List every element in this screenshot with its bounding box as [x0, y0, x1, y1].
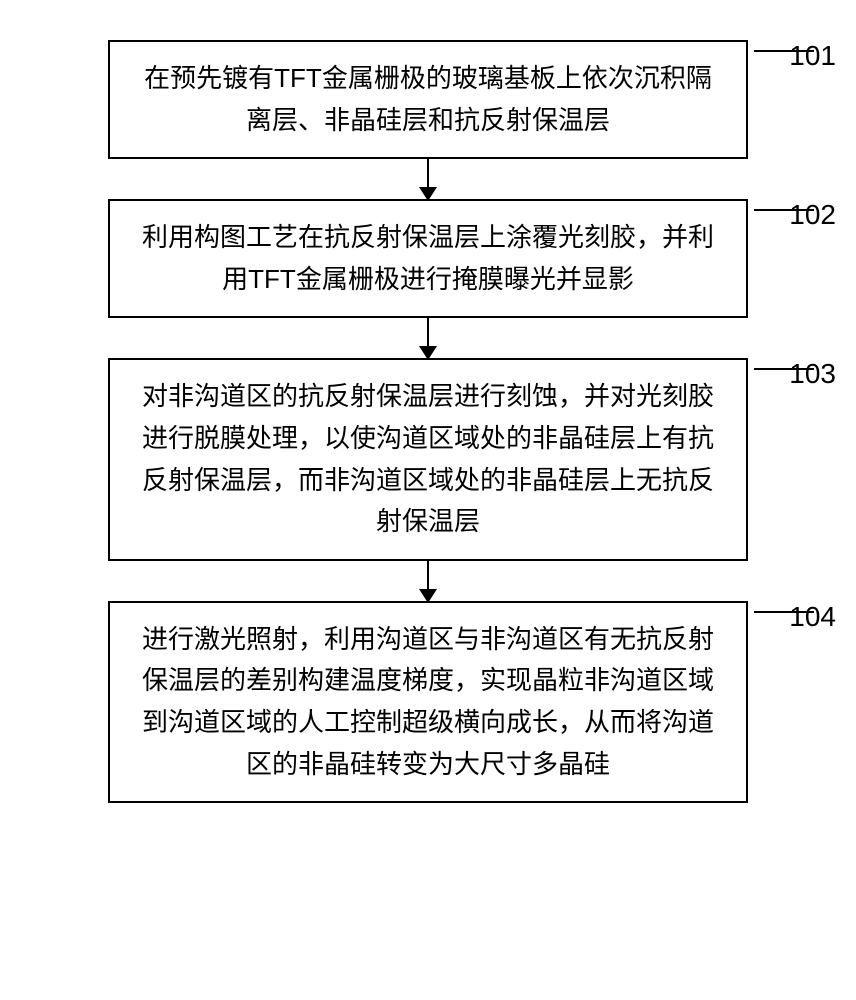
- step-text: 在预先镀有TFT金属栅极的玻璃基板上依次沉积隔离层、非晶硅层和抗反射保温层: [144, 63, 712, 135]
- arrow-down-icon: [427, 159, 429, 199]
- step-box-104: 104 进行激光照射，利用沟道区与非沟道区有无抗反射保温层的差别构建温度梯度，实…: [108, 601, 748, 803]
- step-label: 101: [789, 34, 836, 79]
- step-label: 104: [789, 595, 836, 640]
- step-box-102: 102 利用构图工艺在抗反射保温层上涂覆光刻胶，并利用TFT金属栅极进行掩膜曝光…: [108, 199, 748, 318]
- step-box-103: 103 对非沟道区的抗反射保温层进行刻蚀，并对光刻胶进行脱膜处理，以使沟道区域处…: [108, 358, 748, 560]
- arrow-down-icon: [427, 561, 429, 601]
- step-text: 进行激光照射，利用沟道区与非沟道区有无抗反射保温层的差别构建温度梯度，实现晶粒非…: [142, 624, 714, 779]
- step-text: 利用构图工艺在抗反射保温层上涂覆光刻胶，并利用TFT金属栅极进行掩膜曝光并显影: [142, 222, 714, 294]
- arrow-down-icon: [427, 318, 429, 358]
- step-box-101: 101 在预先镀有TFT金属栅极的玻璃基板上依次沉积隔离层、非晶硅层和抗反射保温…: [108, 40, 748, 159]
- step-label: 102: [789, 193, 836, 238]
- step-text: 对非沟道区的抗反射保温层进行刻蚀，并对光刻胶进行脱膜处理，以使沟道区域处的非晶硅…: [142, 381, 714, 536]
- flowchart-container: 101 在预先镀有TFT金属栅极的玻璃基板上依次沉积隔离层、非晶硅层和抗反射保温…: [0, 40, 856, 803]
- step-label: 103: [789, 352, 836, 397]
